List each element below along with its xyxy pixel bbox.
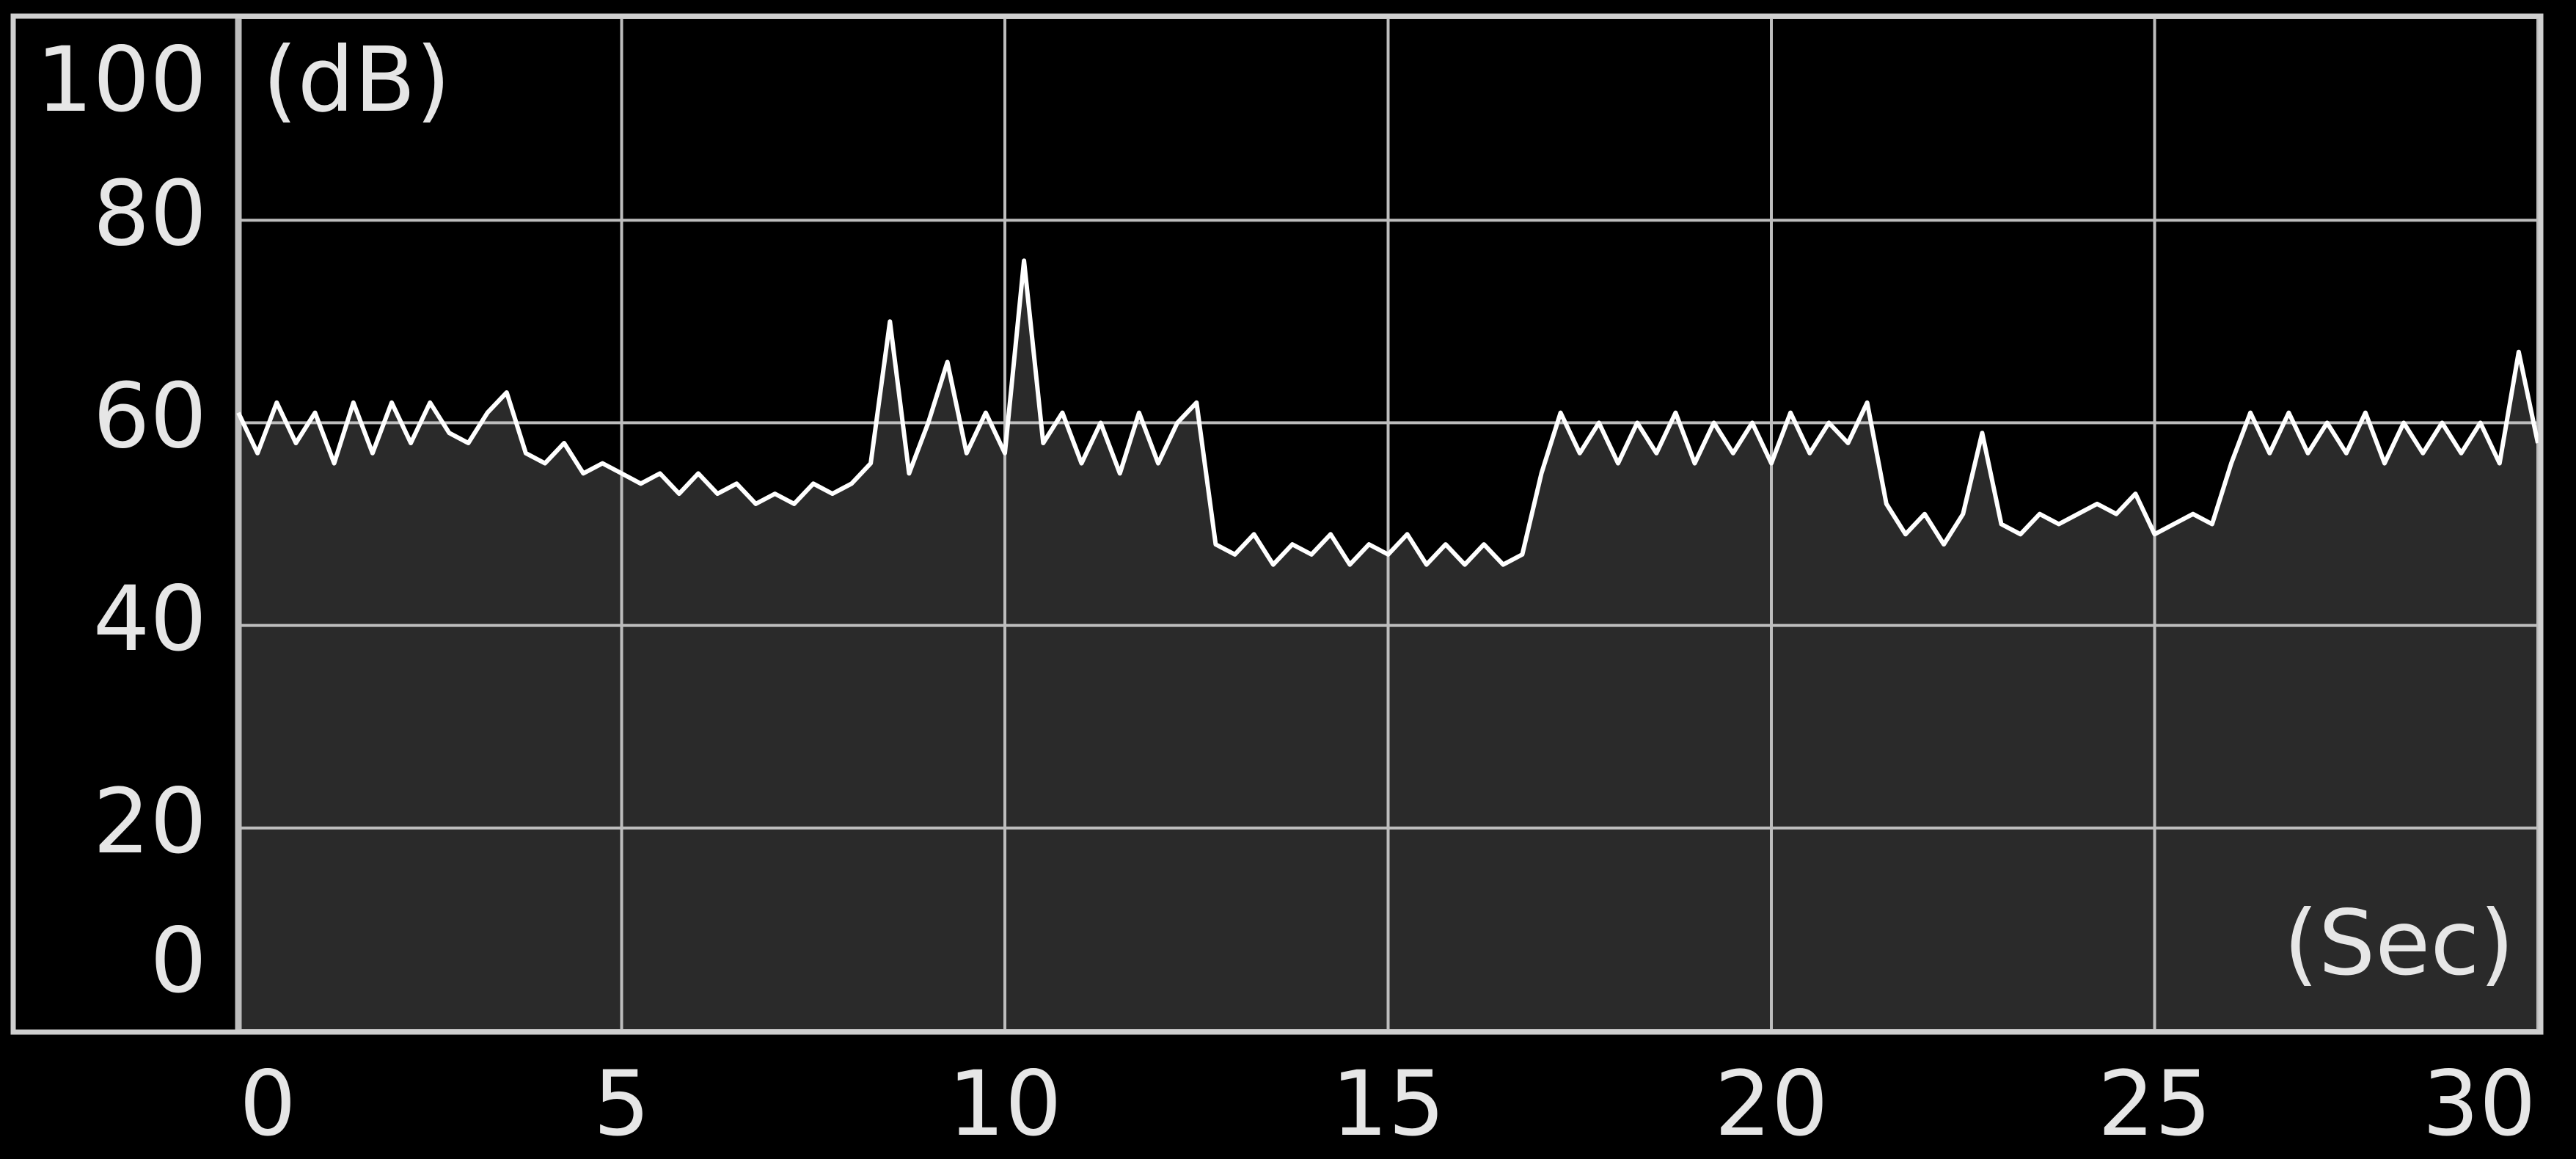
x-axis-label: (Sec) (2283, 891, 2514, 995)
y-axis-label: (dB) (263, 28, 450, 132)
y-tick-label: 40 (93, 567, 207, 671)
y-tick-label: 20 (93, 769, 207, 874)
y-tick-label: 0 (150, 909, 207, 1013)
frame (10, 13, 2544, 1035)
x-tick-label: 25 (2098, 1052, 2211, 1156)
x-tick-label: 0 (239, 1052, 296, 1156)
y-tick-label: 80 (93, 161, 207, 266)
y-tick-label: 100 (36, 28, 207, 132)
x-tick-label: 10 (948, 1052, 1061, 1156)
x-tick-label: 5 (593, 1052, 651, 1156)
y-tick-label: 60 (93, 365, 207, 469)
x-tick-label: 15 (1331, 1052, 1445, 1156)
plot (235, 16, 2540, 1032)
line (236, 258, 2540, 567)
x-tick-label: 30 (2422, 1052, 2536, 1156)
x-tick-label: 20 (1714, 1052, 1828, 1156)
